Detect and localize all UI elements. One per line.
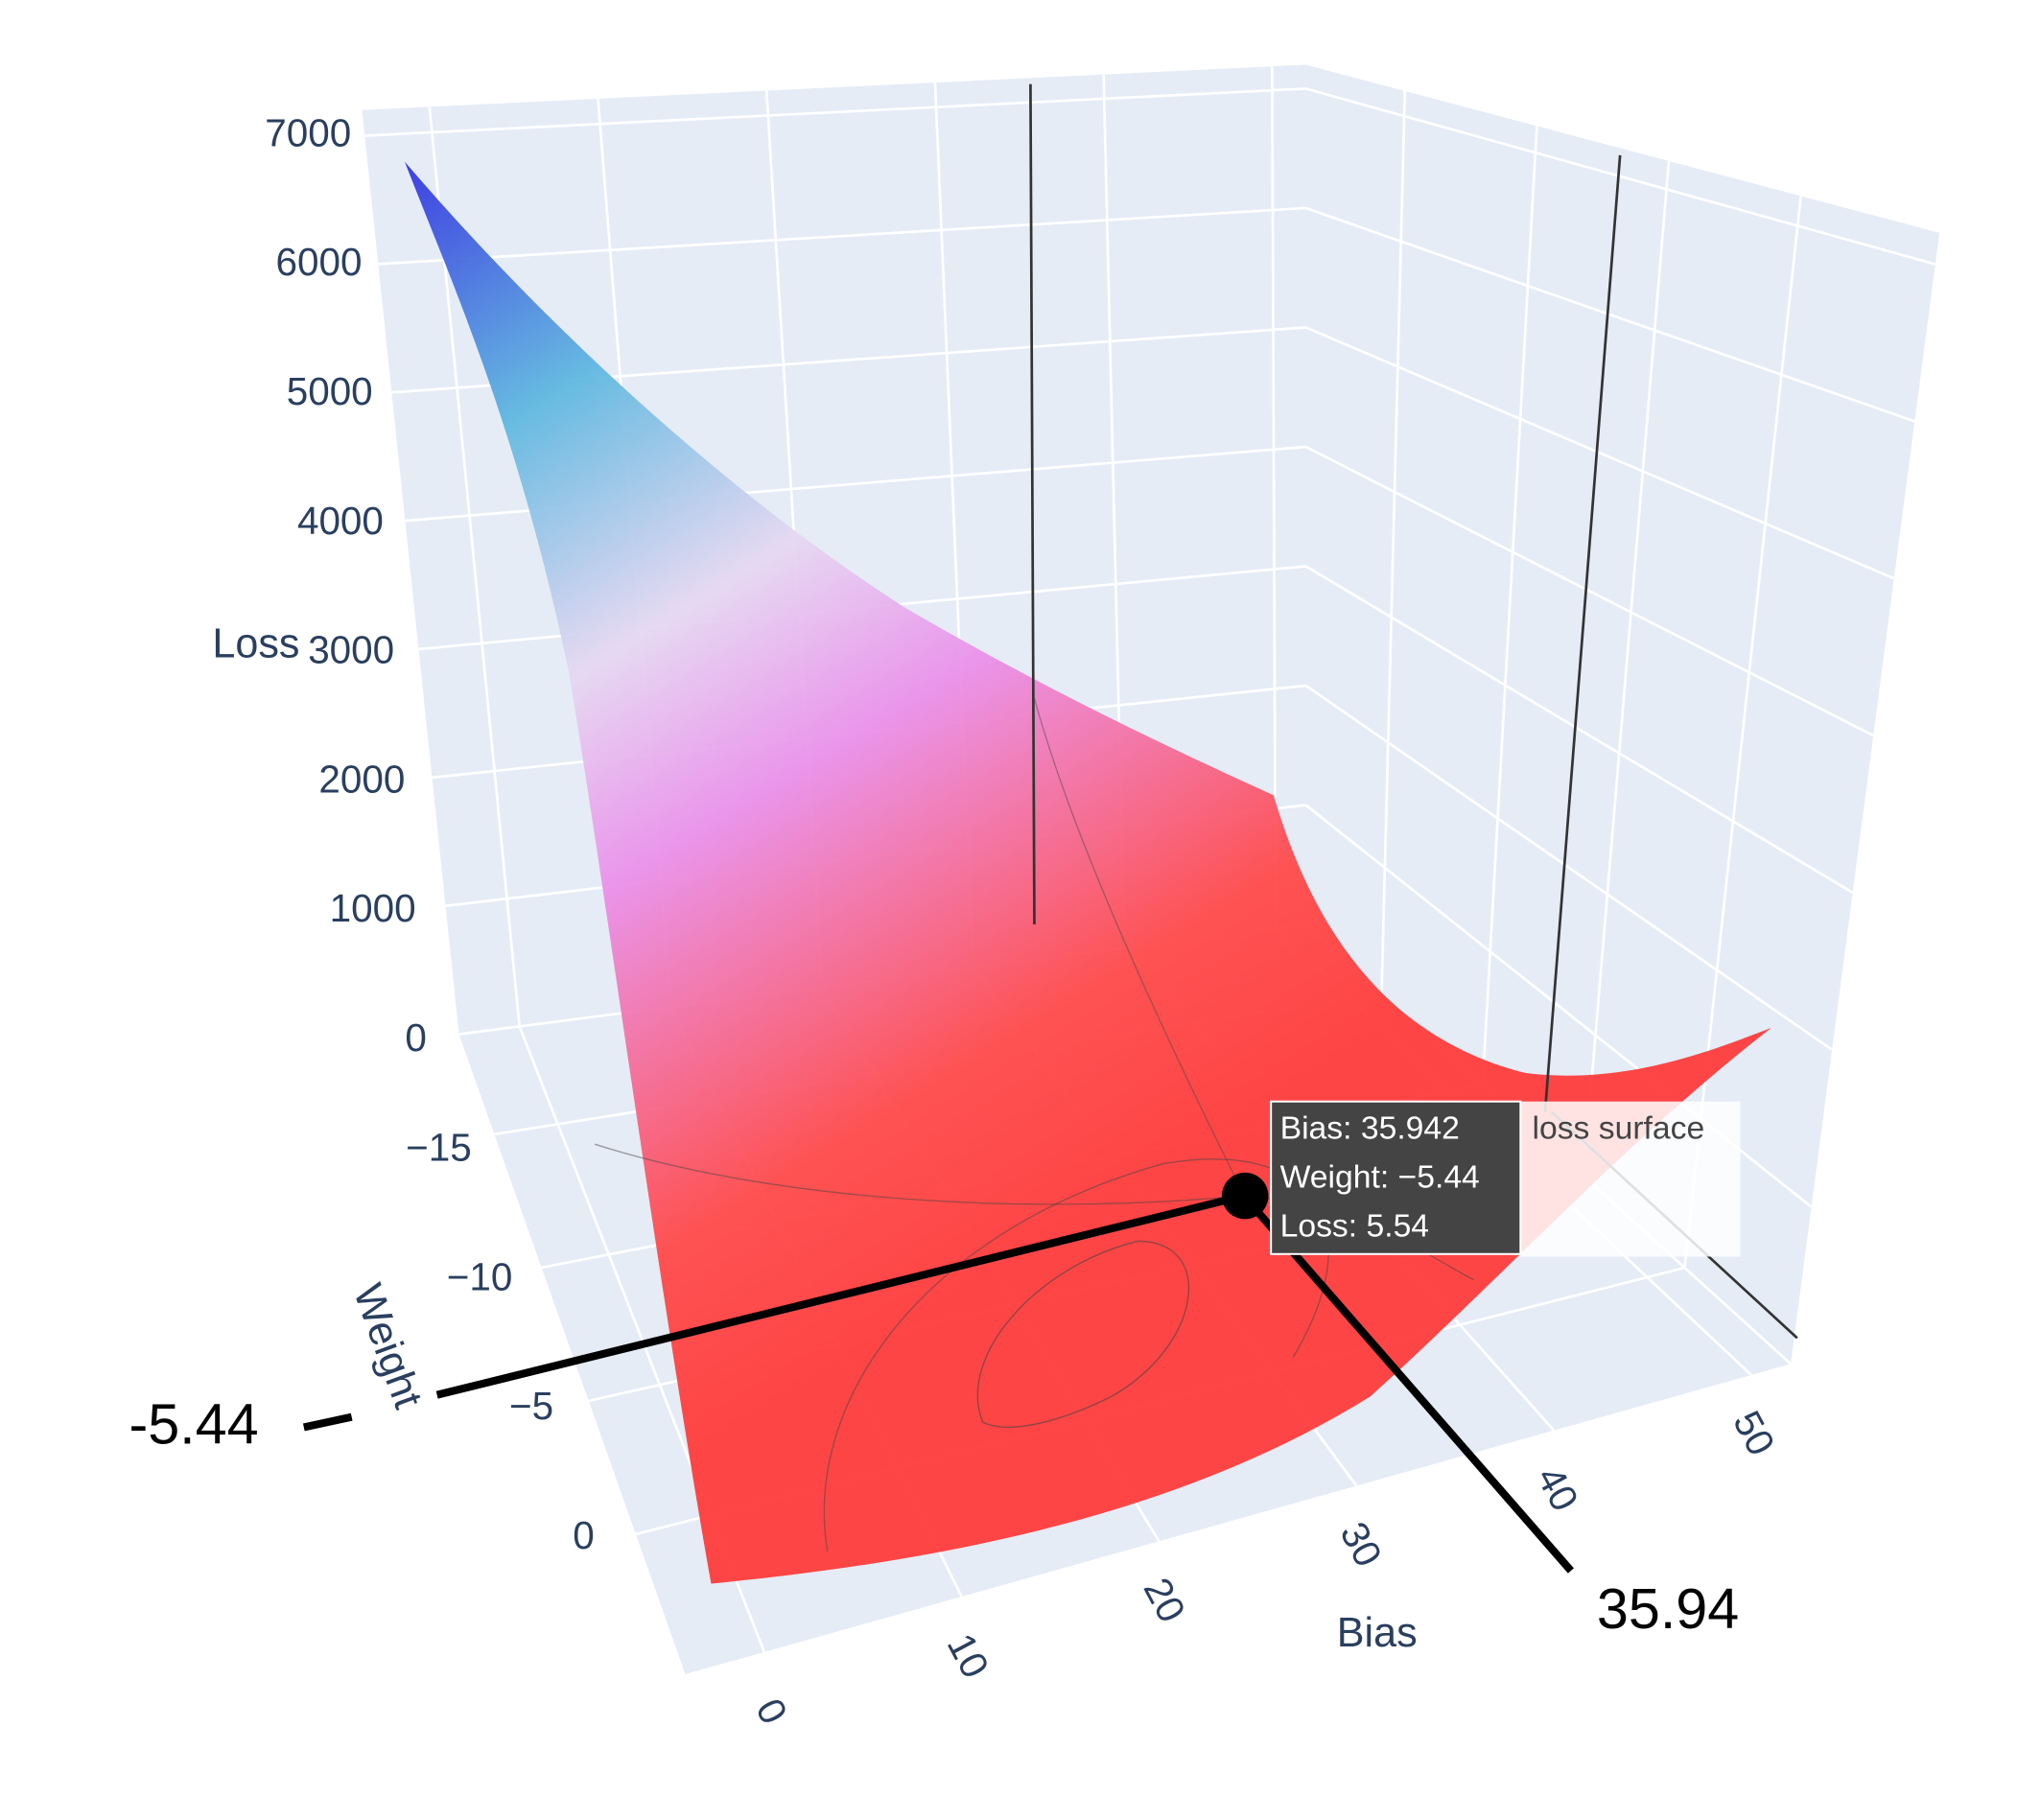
tooltip-line: Bias: 35.942 <box>1280 1109 1460 1146</box>
leader-lines <box>302 1192 1574 1574</box>
x-tick-label: 30 <box>1331 1515 1391 1574</box>
z-tick-label: 2000 <box>318 757 405 801</box>
z-tick-label: 6000 <box>275 240 362 284</box>
x-axis-title: Bias <box>1337 1610 1418 1656</box>
x-tick-label: 20 <box>1136 1571 1195 1629</box>
grid-line <box>1304 565 1854 895</box>
leader-line <box>302 1412 353 1432</box>
x-tick-label: 40 <box>1528 1459 1587 1518</box>
z-tick-label: 7000 <box>265 110 351 154</box>
y-tick-label: −10 <box>447 1254 513 1298</box>
annotation: -5.44 <box>129 1391 258 1456</box>
tooltip-line: Loss: 5.54 <box>1280 1208 1429 1245</box>
y-tick-label: −15 <box>406 1126 472 1170</box>
grid-line <box>364 87 1306 137</box>
grid-line <box>378 206 1306 266</box>
contour <box>976 1240 1190 1428</box>
highlight-point[interactable] <box>1221 1172 1269 1220</box>
z-tick-label: 5000 <box>287 369 373 413</box>
grid-line <box>1305 206 1915 423</box>
grid-line <box>1481 126 1538 1085</box>
leader-line <box>435 1192 1245 1399</box>
z-tick-label: 4000 <box>297 499 384 543</box>
y-tick-label: 0 <box>573 1513 595 1557</box>
grid-line <box>1380 90 1407 993</box>
grid-line <box>1305 87 1936 266</box>
grid-line <box>1304 684 1833 1051</box>
x-tick-label: 50 <box>1724 1404 1784 1462</box>
z-tick-label: 0 <box>405 1015 427 1060</box>
grid-line <box>1271 66 1278 929</box>
y-axis-title: Weight <box>344 1278 432 1414</box>
x-tick-label: 10 <box>939 1626 998 1685</box>
y-tick-label: −5 <box>509 1384 553 1428</box>
grid-line <box>1304 445 1874 737</box>
z-axis-title: Loss <box>212 621 299 667</box>
grid-line <box>1305 326 1895 580</box>
spike-line <box>1029 83 1036 925</box>
tooltip-line: Weight: −5.44 <box>1280 1159 1480 1196</box>
annotation: 35.94 <box>1597 1576 1739 1641</box>
grid-line <box>1683 196 1802 1269</box>
tooltip-box <box>1270 1100 1522 1255</box>
contour <box>1033 697 1242 1190</box>
tooltip-name-box <box>1520 1101 1741 1257</box>
tooltip-trace-name: loss surface <box>1532 1109 1704 1146</box>
z-tick-label: 1000 <box>330 886 416 930</box>
grid-line <box>1582 160 1671 1177</box>
tooltip: Bias: 35.942 Weight: −5.44 Loss: 5.54 lo… <box>1270 1100 1741 1257</box>
spike-line <box>1543 154 1622 1112</box>
leader-line <box>1240 1193 1574 1574</box>
x-tick-label: 0 <box>747 1692 796 1731</box>
z-tick-label: 3000 <box>308 628 394 672</box>
